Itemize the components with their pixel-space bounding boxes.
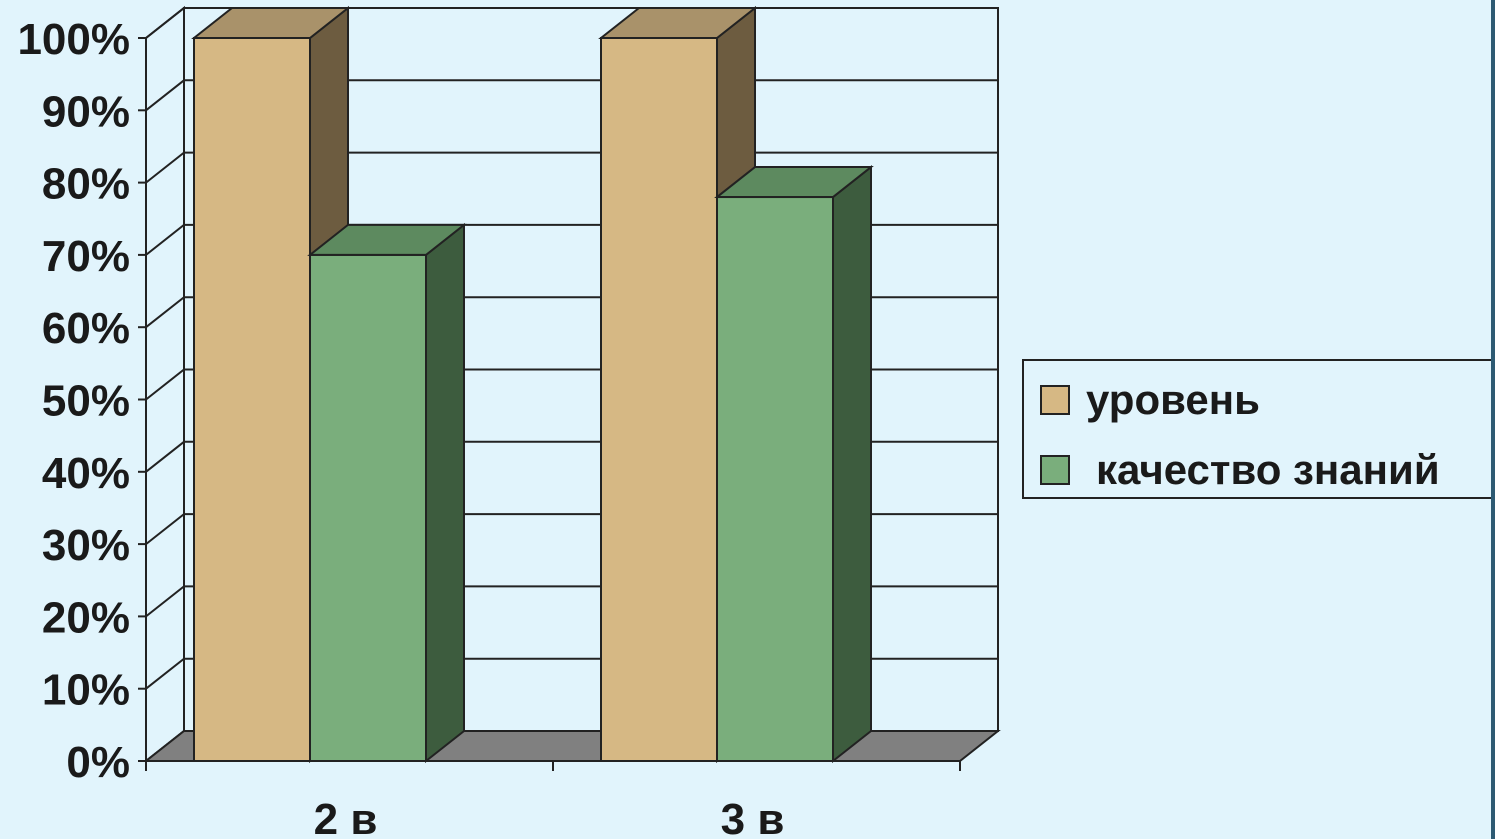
y-tick-label: 80% xyxy=(42,160,130,209)
x-axis-tick-labels: 2 в 3 в xyxy=(314,795,785,839)
bar-1-0 xyxy=(307,222,467,764)
bar-front xyxy=(309,253,427,762)
legend-item-1: качество знаний xyxy=(1040,446,1440,493)
bar-top xyxy=(191,7,351,39)
y-tick-label: 50% xyxy=(42,377,130,426)
bars xyxy=(191,5,874,764)
legend-swatch-1 xyxy=(1040,455,1070,485)
x-tick-label: 3 в xyxy=(721,795,785,839)
bar-front xyxy=(716,196,834,762)
y-tick-label: 100% xyxy=(17,15,130,64)
y-tick-label: 60% xyxy=(42,304,130,353)
bar-side xyxy=(832,164,872,764)
bar-side xyxy=(425,222,465,764)
y-tick-label: 90% xyxy=(42,87,130,136)
legend-item-0: уровень xyxy=(1040,376,1260,423)
y-axis-tick-labels: 0% 10% 20% 30% 40% 50% 60% 70% 80% 90% 100% xyxy=(17,15,130,787)
y-tick-label: 40% xyxy=(42,449,130,498)
legend-label-1: качество знаний xyxy=(1096,446,1440,493)
legend-label-0: уровень xyxy=(1086,376,1260,423)
y-tick-label: 0% xyxy=(66,738,130,787)
bar-top xyxy=(714,166,874,199)
y-tick-label: 30% xyxy=(42,521,130,570)
legend: уровень качество знаний xyxy=(1022,359,1493,499)
y-tick-label: 20% xyxy=(42,593,130,642)
bar-front xyxy=(193,37,311,762)
axes xyxy=(138,37,961,771)
bar-top xyxy=(307,223,467,256)
x-tick-label: 2 в xyxy=(314,795,378,839)
slide-edge xyxy=(1491,0,1495,839)
legend-swatch-0 xyxy=(1040,385,1070,415)
bar-front xyxy=(600,37,718,762)
y-tick-label: 70% xyxy=(42,232,130,281)
bar-top xyxy=(598,7,758,39)
bar-1-1 xyxy=(714,164,874,764)
y-tick-label: 10% xyxy=(42,666,130,715)
